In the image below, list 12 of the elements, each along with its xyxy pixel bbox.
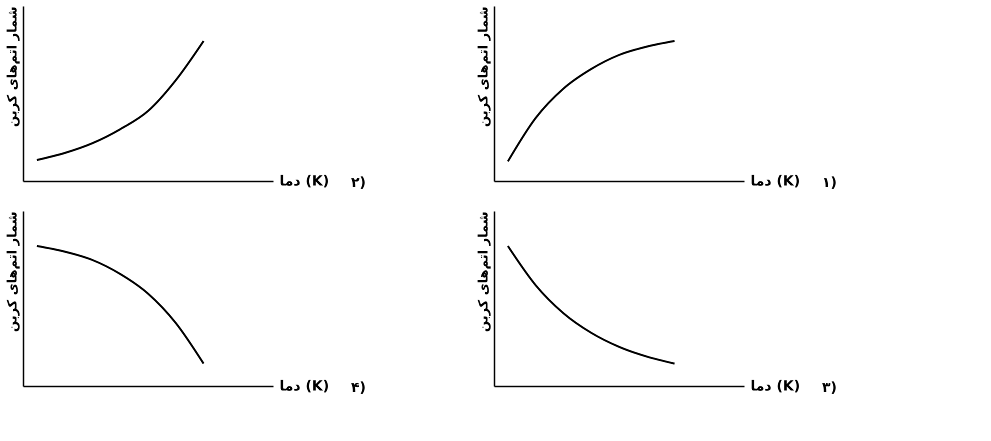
x-axis-title: دما (K) [750, 378, 800, 394]
x-axis-title: دما (K) [750, 174, 800, 190]
y-axis-title: شمار اتم‌های کربن [6, 6, 20, 127]
text: ۴) [351, 380, 366, 396]
text: ۱) [822, 175, 837, 191]
x-axis-title: دما (K) [280, 174, 330, 190]
text: ۲) [351, 175, 366, 191]
y-axis-title: شمار اتم‌های کربن [476, 212, 492, 332]
y-axis-title: شمار اتم‌های کربن [6, 212, 20, 332]
y-axis-title: شمار اتم‌های کربن [476, 6, 492, 127]
x-axis-title: دما (K) [280, 378, 330, 394]
text: ۳) [822, 380, 837, 396]
